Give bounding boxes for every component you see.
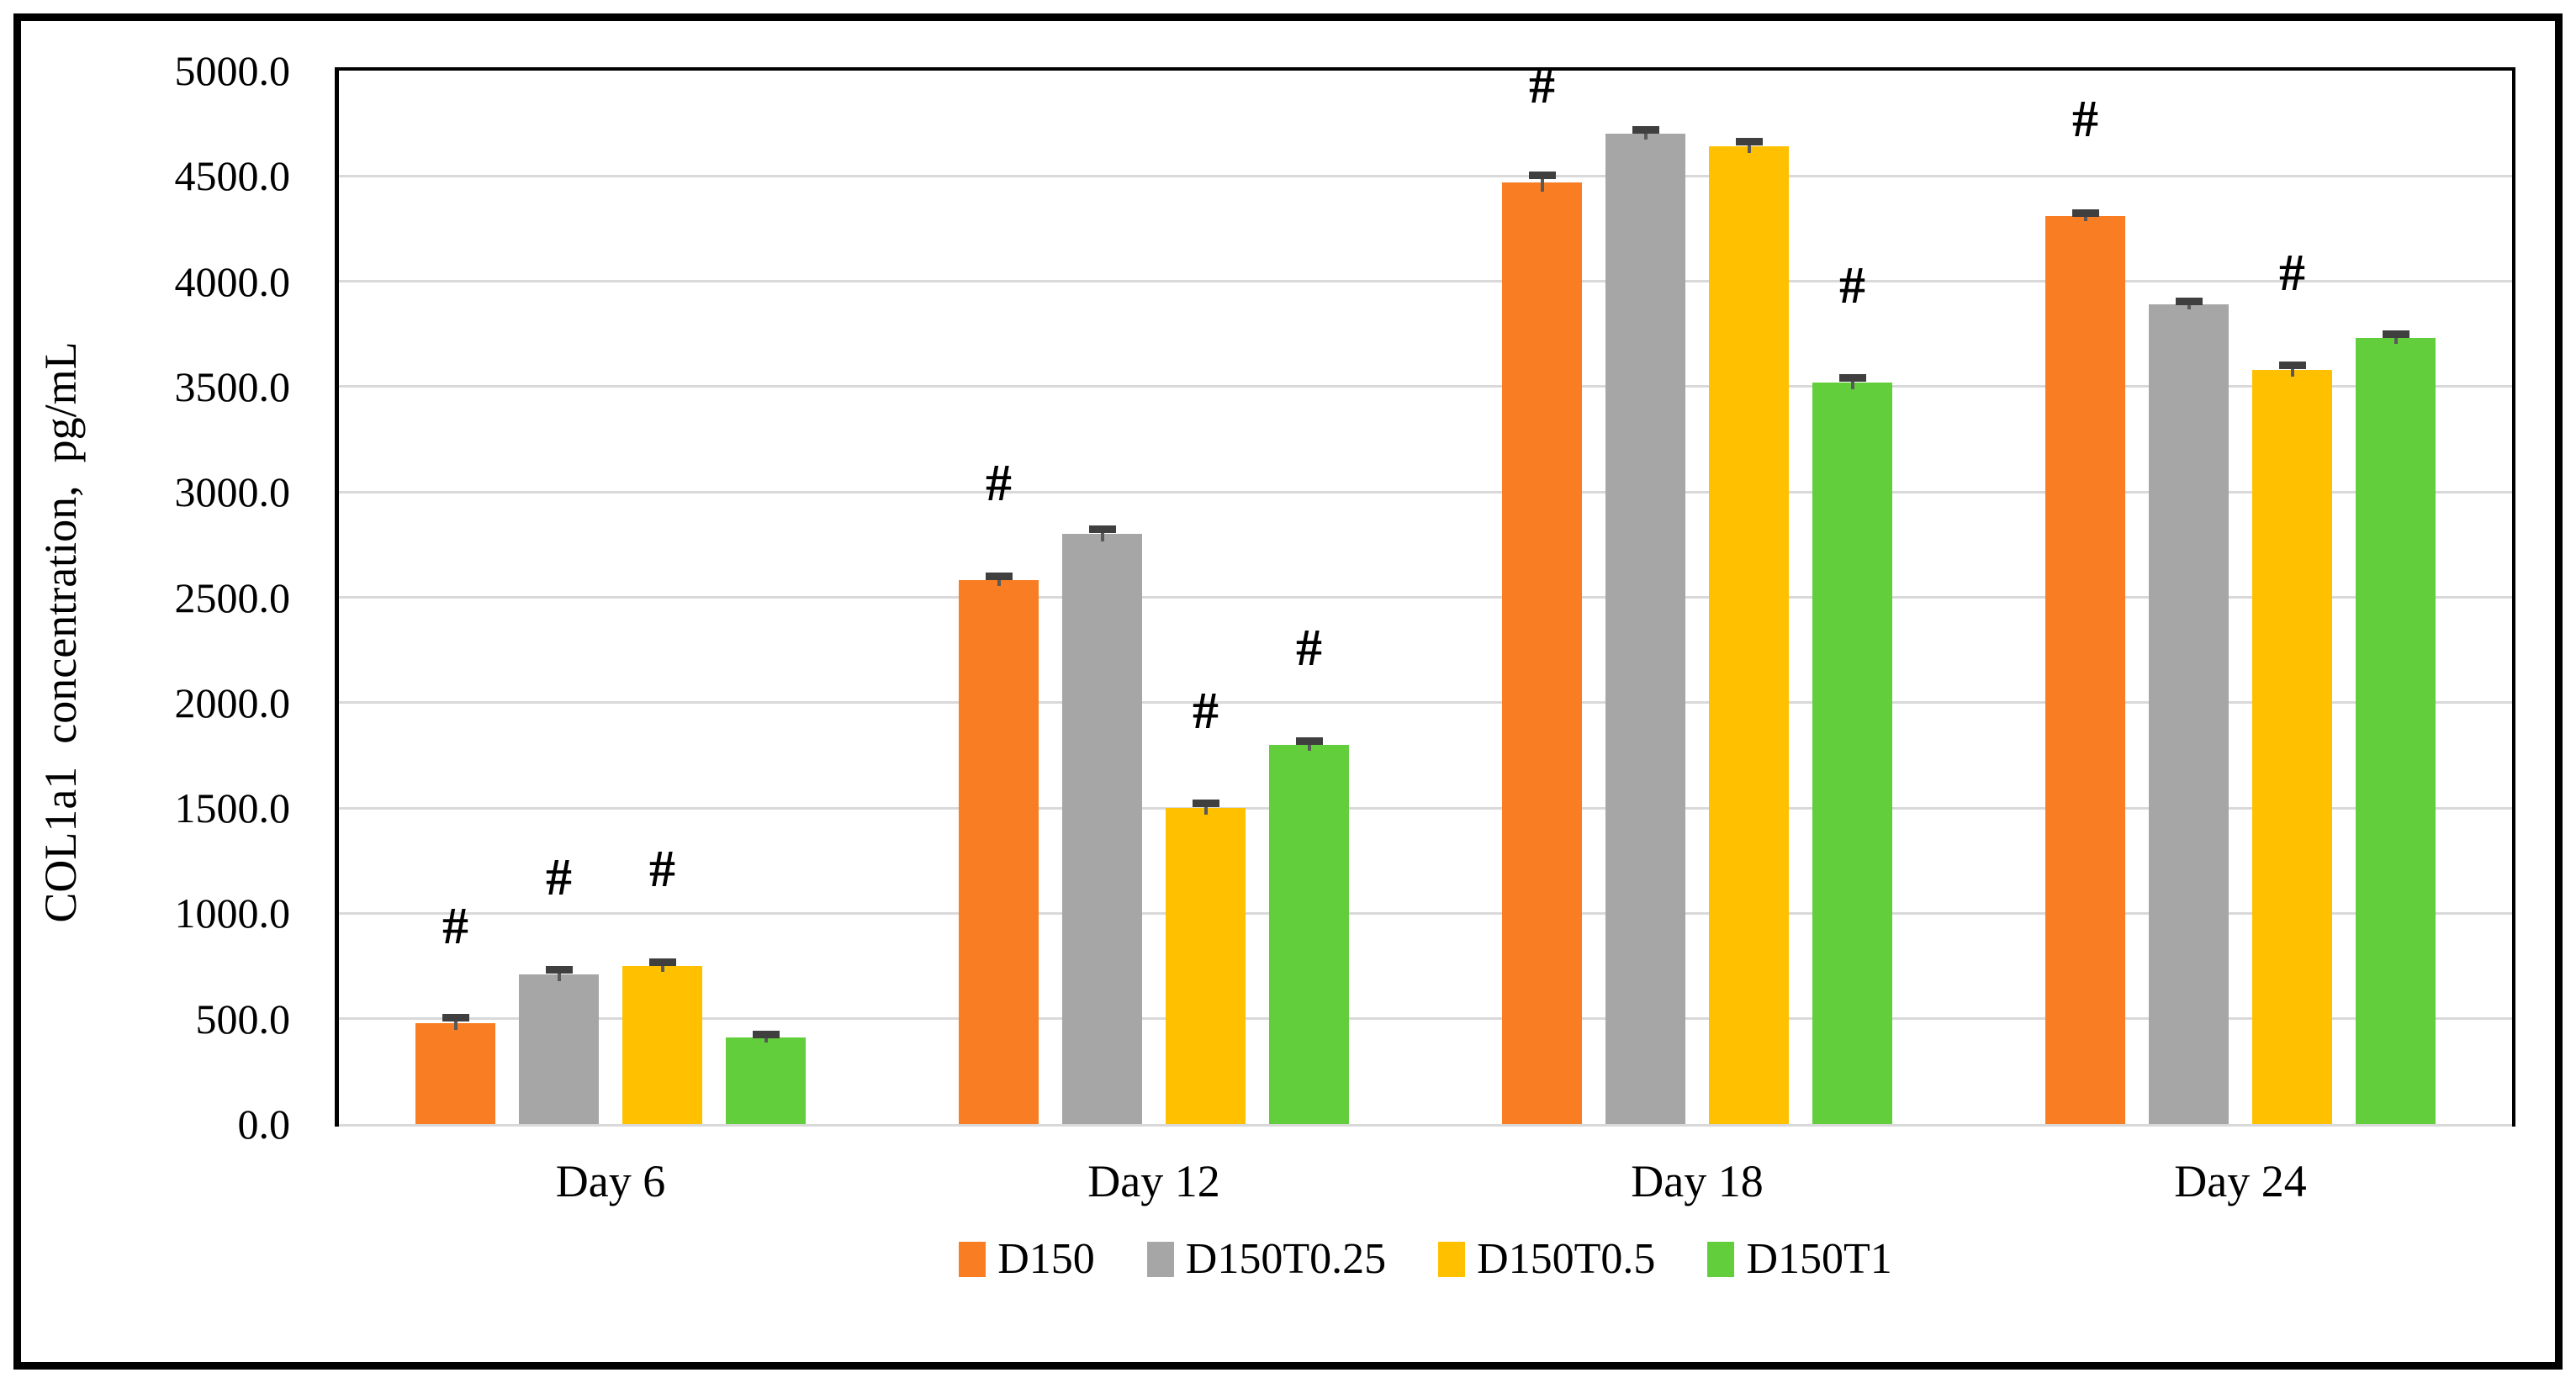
- y-tick-label: 3500.0: [174, 362, 291, 410]
- significance-hash: #: [1839, 256, 1865, 314]
- error-bar-cap: [1192, 799, 1219, 807]
- error-bar: [1100, 527, 1104, 541]
- legend-label: D150T1: [1746, 1235, 1892, 1283]
- x-axis-label: Day 6: [555, 1156, 666, 1206]
- error-bar: [1307, 738, 1311, 751]
- legend-swatch-icon: [1438, 1242, 1466, 1277]
- bar-D150-day-24: [2045, 215, 2125, 1124]
- legend-swatch-icon: [1707, 1242, 1735, 1277]
- gridline-2500: [339, 596, 2512, 599]
- error-bar: [1540, 173, 1544, 192]
- legend-item-D150T0.5: D150T0.5: [1438, 1236, 1655, 1283]
- bar-D150T0.25-day-18: [1605, 134, 1685, 1124]
- significance-hash: #: [1296, 619, 1322, 677]
- error-bar-cap: [1088, 525, 1116, 534]
- chart-legend: D150 D150T0.25 D150T0.5 D150T1: [339, 1236, 2512, 1283]
- error-bar: [1747, 139, 1751, 154]
- bar-D150T0.5-day-6: [622, 966, 702, 1124]
- bar-D150T1-day-12: [1269, 744, 1349, 1124]
- bar-D150T0.25-day-6: [519, 974, 599, 1124]
- gridline-1500: [339, 806, 2512, 810]
- y-tick-label: 4000.0: [174, 257, 291, 305]
- x-axis-line: [339, 1124, 2512, 1127]
- y-tick-label: 4500.0: [174, 152, 291, 200]
- y-tick-label: 1500.0: [174, 784, 291, 832]
- error-bar-cap: [1295, 736, 1323, 745]
- legend-swatch-icon: [959, 1242, 986, 1277]
- plot-border-right: [2512, 67, 2515, 1127]
- y-tick-label: 1000.0: [174, 889, 291, 937]
- error-bar: [997, 574, 1001, 587]
- significance-hash: #: [649, 841, 675, 899]
- y-tick-label: 2500.0: [174, 573, 291, 621]
- significance-hash: #: [2279, 244, 2305, 302]
- error-bar-cap: [2071, 209, 2099, 218]
- y-tick-label: 5000.0: [174, 47, 291, 94]
- bar-D150-day-12: [959, 580, 1039, 1124]
- gridline-500: [339, 1017, 2512, 1021]
- gridline-1000: [339, 911, 2512, 915]
- bar-D150T1-day-24: [2356, 338, 2436, 1124]
- legend-swatch-icon: [1146, 1242, 1174, 1277]
- significance-hash: #: [1529, 56, 1555, 114]
- bar-D150T0.25-day-12: [1062, 534, 1142, 1124]
- gridline-4500: [339, 174, 2512, 177]
- gridline-3000: [339, 490, 2512, 494]
- bar-D150T0.5-day-18: [1709, 146, 1789, 1124]
- error-bar: [557, 967, 561, 982]
- error-bar-cap: [648, 958, 676, 967]
- error-bar: [2290, 362, 2294, 377]
- bar-D150T0.5-day-12: [1166, 808, 1246, 1124]
- x-axis-label: Day 18: [1631, 1156, 1764, 1206]
- error-bar: [1643, 128, 1648, 140]
- error-bar-cap: [2382, 330, 2409, 339]
- bar-D150T1-day-18: [1812, 382, 1892, 1124]
- y-tick-label: 0.0: [237, 1101, 291, 1148]
- error-bar-cap: [1632, 126, 1659, 135]
- error-bar-cap: [442, 1014, 469, 1022]
- y-axis-title: COL1a1 concentration, pg/mL: [35, 341, 86, 923]
- bar-D150T1-day-6: [726, 1037, 806, 1124]
- gridline-3500: [339, 385, 2512, 388]
- error-bar: [1850, 375, 1854, 390]
- legend-label: D150T0.5: [1477, 1235, 1656, 1283]
- legend-label: D150T0.25: [1185, 1235, 1387, 1283]
- y-axis-line: [335, 67, 339, 1127]
- plot-border-top: [336, 67, 2515, 71]
- y-tick-label: 500.0: [195, 995, 291, 1043]
- y-tick-label: 3000.0: [174, 468, 291, 516]
- error-bar-cap: [1735, 137, 1763, 145]
- error-bar-cap: [1838, 373, 1866, 382]
- error-bar-cap: [1528, 172, 1556, 180]
- error-bar: [2394, 332, 2398, 345]
- gridline-4000: [339, 280, 2512, 283]
- error-bar: [1203, 800, 1208, 816]
- significance-hash: #: [2072, 90, 2098, 148]
- bar-D150T0.5-day-24: [2252, 369, 2332, 1124]
- error-bar: [453, 1016, 458, 1030]
- x-axis-label: Day 12: [1087, 1156, 1220, 1206]
- error-bar-cap: [985, 573, 1013, 581]
- error-bar-cap: [545, 965, 573, 974]
- legend-item-D150: D150: [959, 1236, 1095, 1283]
- legend-label: D150: [997, 1235, 1095, 1283]
- significance-hash: #: [1193, 683, 1219, 741]
- significance-hash: #: [546, 849, 572, 907]
- bar-D150-day-6: [415, 1022, 495, 1124]
- y-tick-label: 2000.0: [174, 678, 291, 726]
- bar-D150-day-18: [1502, 182, 1582, 1124]
- significance-hash: #: [442, 897, 468, 955]
- bar-D150T0.25-day-24: [2149, 304, 2229, 1124]
- legend-item-D150T0.25: D150T0.25: [1146, 1235, 1387, 1283]
- error-bar-cap: [2278, 361, 2306, 369]
- error-bar-cap: [752, 1031, 780, 1039]
- significance-hash: #: [986, 455, 1012, 513]
- error-bar-cap: [2175, 298, 2203, 306]
- x-axis-label: Day 24: [2174, 1156, 2307, 1206]
- legend-item-D150T1: D150T1: [1707, 1235, 1892, 1283]
- error-bar: [660, 960, 664, 973]
- plot-area: # # # # # # # # # #: [339, 57, 2512, 1124]
- gridline-2000: [339, 701, 2512, 705]
